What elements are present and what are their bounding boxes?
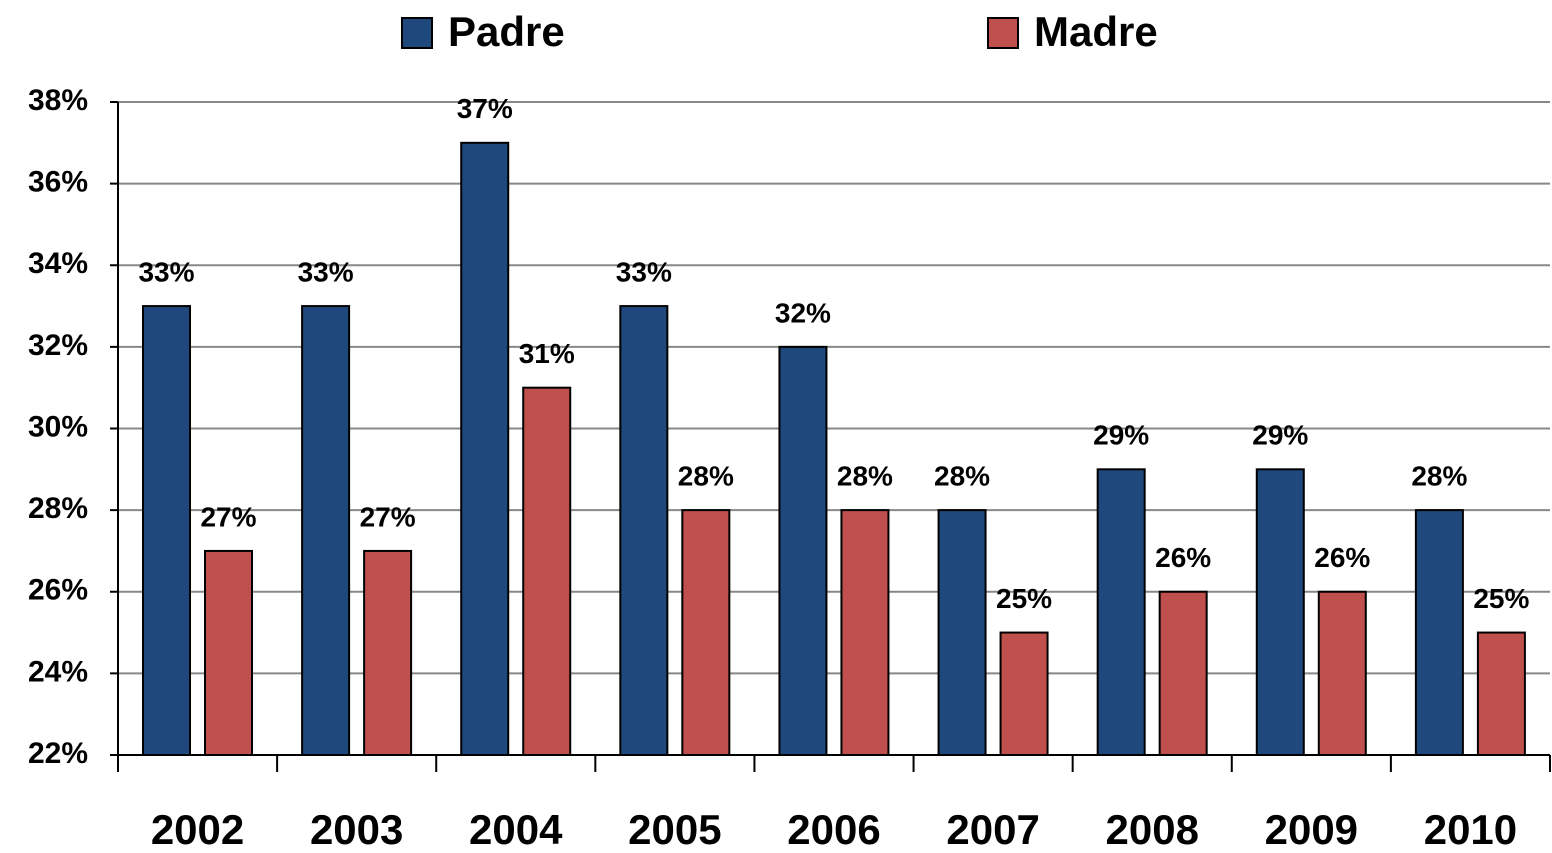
value-label: 27% bbox=[200, 501, 256, 532]
x-tick-label: 2005 bbox=[628, 806, 721, 853]
y-tick-label: 22% bbox=[28, 737, 88, 770]
y-tick-label: 36% bbox=[28, 166, 88, 199]
bar bbox=[1476, 631, 1526, 756]
bar bbox=[142, 305, 191, 756]
bar bbox=[204, 549, 253, 756]
legend-swatch bbox=[987, 17, 1019, 49]
y-tick-label: 26% bbox=[28, 574, 88, 607]
value-label: 28% bbox=[837, 461, 893, 492]
x-tick-label: 2010 bbox=[1424, 806, 1517, 853]
legend-label: Padre bbox=[448, 8, 565, 55]
value-label: 28% bbox=[934, 461, 990, 492]
value-label: 32% bbox=[775, 297, 831, 328]
value-label: 31% bbox=[519, 338, 575, 369]
bar bbox=[619, 305, 669, 756]
value-label: 25% bbox=[1473, 583, 1529, 614]
y-tick-label: 38% bbox=[28, 84, 88, 117]
bar bbox=[778, 345, 828, 756]
value-label: 26% bbox=[1314, 542, 1370, 573]
x-tick-label: 2007 bbox=[946, 806, 1039, 853]
y-tick-label: 30% bbox=[28, 410, 88, 443]
bar bbox=[999, 631, 1049, 756]
bar bbox=[1158, 590, 1208, 756]
bar bbox=[681, 509, 731, 756]
bar bbox=[1317, 590, 1367, 756]
bar bbox=[1414, 509, 1464, 756]
bar bbox=[522, 386, 572, 756]
x-tick-label: 2009 bbox=[1265, 806, 1358, 853]
y-tick-label: 34% bbox=[28, 247, 88, 280]
value-label: 26% bbox=[1155, 542, 1211, 573]
bar bbox=[460, 141, 510, 756]
value-label: 33% bbox=[298, 256, 354, 287]
value-label: 28% bbox=[678, 461, 734, 492]
x-tick-label: 2003 bbox=[310, 806, 403, 853]
value-label: 25% bbox=[996, 583, 1052, 614]
x-tick-label: 2004 bbox=[469, 806, 563, 853]
x-tick-label: 2006 bbox=[787, 806, 880, 853]
value-label: 37% bbox=[457, 93, 513, 124]
y-tick-label: 28% bbox=[28, 492, 88, 525]
value-label: 33% bbox=[616, 256, 672, 287]
legend-swatch bbox=[401, 17, 433, 49]
value-label: 29% bbox=[1252, 420, 1308, 451]
bar bbox=[1096, 468, 1146, 756]
value-label: 33% bbox=[138, 256, 194, 287]
legend-label: Madre bbox=[1034, 8, 1158, 55]
y-tick-label: 32% bbox=[28, 329, 88, 362]
bar bbox=[1255, 468, 1305, 756]
y-tick-label: 24% bbox=[28, 655, 88, 688]
value-label: 27% bbox=[360, 501, 416, 532]
bar bbox=[840, 509, 890, 756]
bar bbox=[301, 305, 351, 756]
x-tick-label: 2002 bbox=[151, 806, 244, 853]
value-label: 28% bbox=[1411, 461, 1467, 492]
value-label: 29% bbox=[1093, 420, 1149, 451]
x-tick-label: 2008 bbox=[1106, 806, 1199, 853]
bar bbox=[363, 549, 413, 756]
bar bbox=[937, 509, 987, 756]
